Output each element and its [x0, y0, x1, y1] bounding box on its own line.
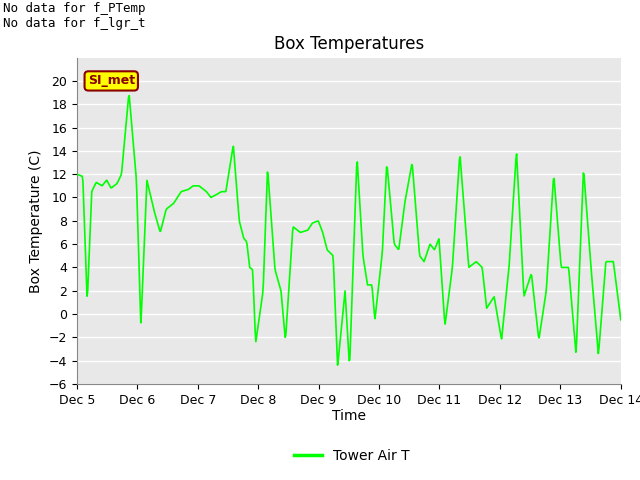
Y-axis label: Box Temperature (C): Box Temperature (C) [29, 149, 43, 292]
Title: Box Temperatures: Box Temperatures [274, 35, 424, 53]
Text: No data for f_PTemp: No data for f_PTemp [3, 2, 146, 15]
Text: SI_met: SI_met [88, 74, 135, 87]
Legend: Tower Air T: Tower Air T [289, 443, 415, 468]
X-axis label: Time: Time [332, 409, 366, 423]
Text: No data for f_lgr_t: No data for f_lgr_t [3, 17, 146, 30]
